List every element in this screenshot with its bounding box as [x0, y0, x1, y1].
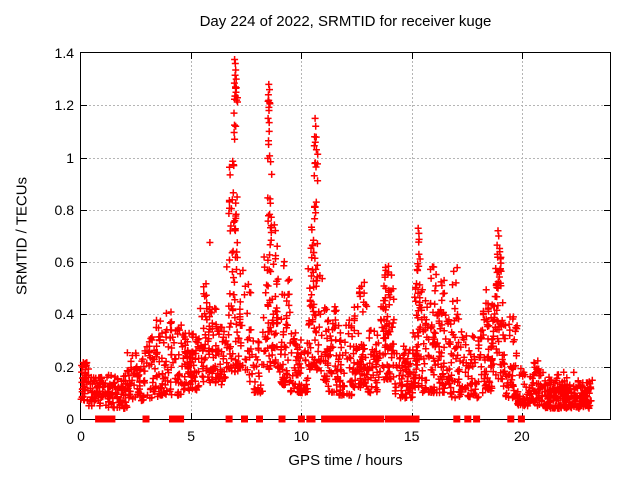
x-tick-label: 0	[77, 428, 85, 444]
grid-lines	[81, 53, 610, 419]
plot-border	[80, 52, 611, 420]
y-tick-label: 1	[66, 149, 74, 166]
y-tick-label: 1.4	[54, 45, 74, 61]
srmtid-points	[77, 56, 596, 412]
y-tick-label: 0.6	[54, 254, 74, 271]
x-tick-label: 20	[514, 428, 530, 444]
chart-title: Day 224 of 2022, SRMTID for receiver kug…	[199, 13, 492, 30]
x-tick-label: 5	[187, 428, 196, 444]
y-tick-label: 0.8	[54, 201, 74, 218]
x-tick-label: 15	[403, 428, 420, 444]
gap-flag-squares	[95, 415, 525, 423]
y-tick-label: 0.4	[54, 306, 74, 323]
x-axis-label: GPS time / hours	[288, 452, 403, 469]
y-tick-label: 1.2	[54, 97, 74, 114]
y-tick-label: 0	[66, 411, 74, 427]
y-axis-label: SRMTID / TECUs	[13, 176, 31, 296]
axis-ticks	[81, 53, 610, 419]
y-tick-label: 0.2	[54, 358, 74, 375]
x-tick-label: 10	[293, 428, 310, 444]
